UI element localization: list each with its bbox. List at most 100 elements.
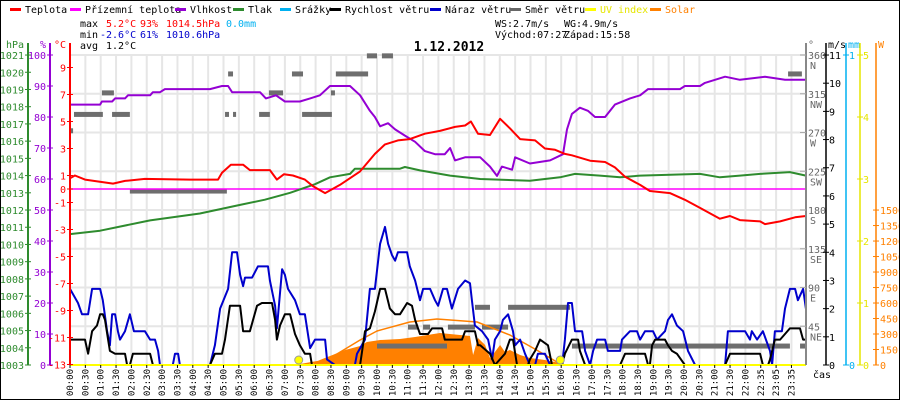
legend-item-label: Směr větru (525, 4, 585, 16)
pressure-tick-label: 1019 (0, 85, 24, 96)
wind-speed-tick-label: 2 (829, 305, 835, 316)
legend: Teplota Přízemní teplota Vlhkost Tlak Srážky… (10, 4, 695, 16)
solar-tick-label: 450 (880, 315, 898, 326)
wind-speed-tick-label: 8 (829, 136, 835, 147)
x-tick-label: 04:00 (189, 369, 199, 396)
x-tick-label: 03:00 (158, 369, 168, 396)
solar-tick-label: 300 (880, 330, 898, 341)
direction-tick-label: 360 (808, 51, 826, 62)
solar-tick-label: 900 (880, 268, 898, 279)
humidity-tick-label: 50 (34, 206, 46, 217)
pressure-tick-label: 1018 (0, 103, 24, 114)
wind-direction-mark (112, 111, 130, 117)
series-line-vlhkost (70, 75, 806, 177)
legend-item-label: Vlhkost (190, 5, 232, 16)
temperature-tick-label: 7 (60, 91, 66, 102)
wind-direction-mark (381, 53, 393, 59)
rain-tick-label: 1 (849, 51, 855, 62)
stat-sunrise: Východ:07:27 (495, 29, 567, 41)
pressure-tick-label: 1009 (0, 258, 24, 269)
direction-compass-label: N (810, 61, 816, 72)
stat-avg-label: avg (80, 41, 98, 52)
humidity-tick-label: 20 (34, 299, 46, 310)
pressure-tick-label: 1014 (0, 172, 24, 183)
solar-tick-label: 750 (880, 284, 898, 295)
stat-min-temp: -2.6°C (100, 30, 136, 41)
x-tick-label: 15:30 (542, 369, 552, 396)
x-tick-label: 06:00 (250, 369, 260, 396)
legend-swatch-icon (175, 8, 186, 11)
solar-tick-label: 1200 (880, 237, 900, 248)
temperature-tick-label: 3 (60, 145, 66, 156)
sunrise-marker-icon (294, 355, 304, 365)
wind-speed-tick-label: 10 (829, 79, 841, 90)
solar-tick-label: 150 (880, 346, 898, 357)
x-tick-label: 11:30 (419, 369, 429, 396)
x-tick-label: 13:00 (465, 369, 475, 396)
legend-item-label: Přízemní teplota (85, 4, 181, 16)
solar-tick-label: 0 (880, 361, 886, 372)
legend-swatch-icon (330, 8, 341, 11)
rain-unit-label: mm (848, 40, 860, 51)
pressure-tick-label: 1005 (0, 327, 24, 338)
pressure-tick-label: 1016 (0, 137, 24, 148)
x-tick-label: 23:35 (787, 369, 797, 396)
grid (69, 54, 806, 366)
stat-max-temp: 5.2°C (106, 19, 136, 30)
solar-tick-label: 1500 (880, 206, 900, 217)
x-tick-label: 01:00 (97, 369, 107, 396)
uv-tick-label: 5 (863, 51, 869, 62)
x-tick-label: 12:00 (434, 369, 444, 396)
x-tick-label: 10:30 (388, 369, 398, 396)
x-tick-label: 07:30 (296, 369, 306, 396)
stat-max-rain: 0.0mm (226, 19, 256, 30)
x-tick-label: 00:30 (81, 369, 91, 396)
x-tick-label: 08:00 (312, 369, 322, 396)
wind-speed-tick-label: 4 (829, 248, 835, 259)
x-tick-label: 09:30 (358, 369, 368, 396)
wind-direction-mark (474, 304, 490, 310)
temperature-unit-label: °C (54, 40, 66, 51)
temperature-tick-label: -13 (48, 361, 66, 372)
wind-direction-mark (408, 324, 419, 330)
wind-direction-mark (129, 188, 227, 194)
x-tick-label: 11:00 (404, 369, 414, 396)
wind-direction-mark (423, 324, 431, 330)
pressure-tick-label: 1004 (0, 344, 24, 355)
temperature-tick-label: -11 (48, 334, 66, 345)
x-tick-label: 21:00 (711, 369, 721, 396)
direction-tick-label: 180 (808, 206, 826, 217)
stat-min-hum: 61% (140, 30, 158, 41)
x-tick-label: 18:00 (619, 369, 629, 396)
x-tick-label: 17:00 (588, 369, 598, 396)
pressure-tick-label: 1015 (0, 154, 24, 165)
direction-tick-label: 135 (808, 245, 826, 256)
temperature-tick-label: 9 (60, 64, 66, 75)
solar-layer (310, 333, 565, 365)
legend-swatch-icon (70, 8, 81, 11)
legend-item-label: UV index (600, 5, 648, 16)
pressure-tick-label: 1003 (0, 361, 24, 372)
stat-ws: WS:2.7m/s (495, 19, 549, 30)
pressure-tick-label: 1007 (0, 292, 24, 303)
series-line-tlak (69, 166, 807, 236)
x-tick-label: 22:35 (757, 369, 767, 396)
x-tick-label: 12:30 (450, 369, 460, 396)
x-tick-label: 22:00 (741, 369, 751, 396)
legend-swatch-icon (430, 8, 441, 11)
temperature-tick-label: -5 (54, 253, 66, 264)
stat-avg-temp: 1.2°C (106, 41, 136, 52)
wind-direction-layer (70, 53, 806, 349)
wind-direction-mark (225, 111, 230, 117)
uv-tick-label: 3 (863, 175, 869, 186)
wind-direction-mark (335, 71, 369, 77)
x-tick-label: 04:30 (204, 369, 214, 396)
legend-swatch-icon (585, 8, 596, 11)
wind-direction-mark (233, 111, 237, 117)
direction-unit-label: ° (808, 40, 814, 51)
uv-tick-label: 2 (863, 237, 869, 248)
humidity-tick-label: 90 (34, 82, 46, 93)
legend-item-label: Tlak (248, 5, 272, 16)
